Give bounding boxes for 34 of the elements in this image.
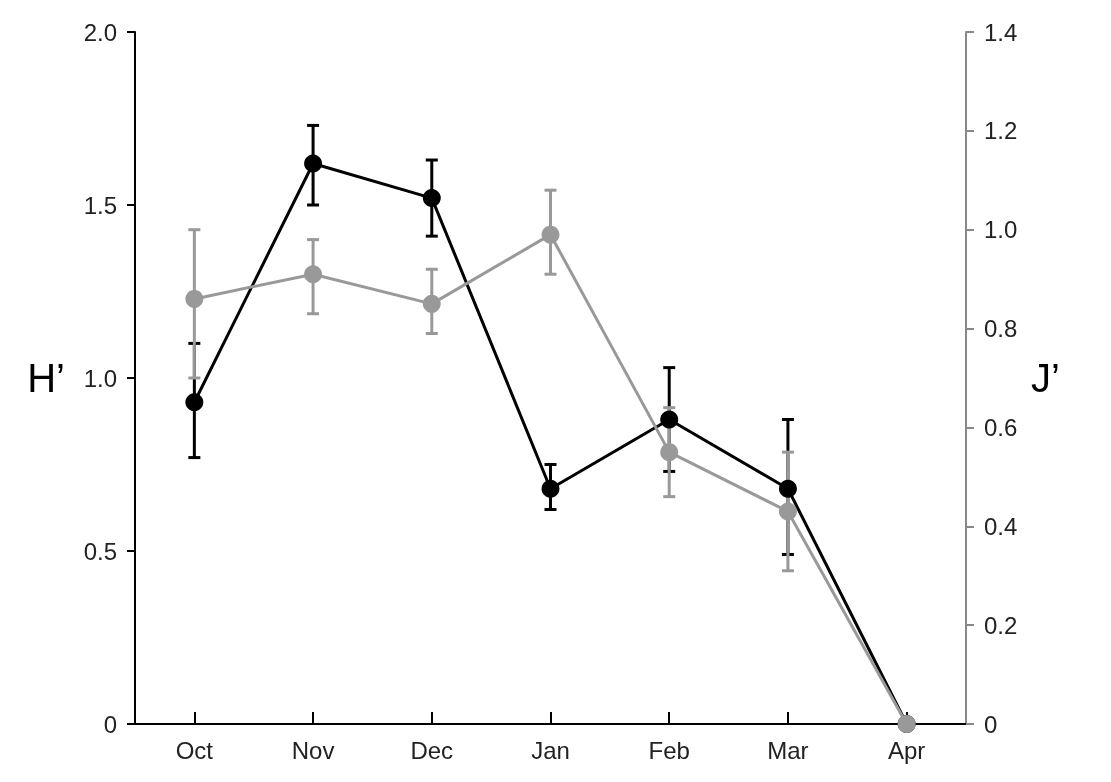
y-tick-label: 0.5 (83, 537, 117, 565)
y-axis-title: H’ (27, 356, 65, 400)
y2-tick-label: 0 (984, 710, 998, 738)
point (778, 479, 797, 498)
point (660, 443, 679, 462)
point (304, 154, 323, 173)
y2-tick-label: 1.4 (984, 18, 1018, 46)
point (778, 502, 797, 521)
y2-tick-label: 1.0 (984, 216, 1018, 244)
y2-tick-label: 0.6 (984, 413, 1018, 441)
y2-tick-label: 0.2 (984, 611, 1018, 639)
x-tick-label: Oct (175, 736, 214, 764)
y-tick-label: 0 (103, 710, 117, 738)
y2-tick-label: 0.4 (984, 512, 1018, 540)
point (660, 410, 679, 429)
x-tick-label: Mar (767, 736, 809, 764)
y-tick-label: 2.0 (83, 18, 117, 46)
x-tick-label: Jan (531, 736, 570, 764)
point (422, 189, 441, 208)
point (541, 479, 560, 498)
y-tick-label: 1.5 (83, 191, 117, 219)
x-tick-label: Feb (648, 736, 690, 764)
y2-tick-label: 0.8 (984, 315, 1018, 343)
point (185, 393, 204, 412)
x-tick-label: Apr (887, 736, 926, 764)
point (185, 289, 204, 308)
point (541, 225, 560, 244)
y2-tick-label: 1.2 (984, 117, 1018, 145)
point (422, 294, 441, 313)
point (304, 265, 323, 284)
y2-axis-title: J’ (1031, 356, 1060, 400)
x-tick-label: Nov (291, 736, 335, 764)
x-tick-label: Dec (410, 736, 454, 764)
y-tick-label: 1.0 (83, 364, 117, 392)
